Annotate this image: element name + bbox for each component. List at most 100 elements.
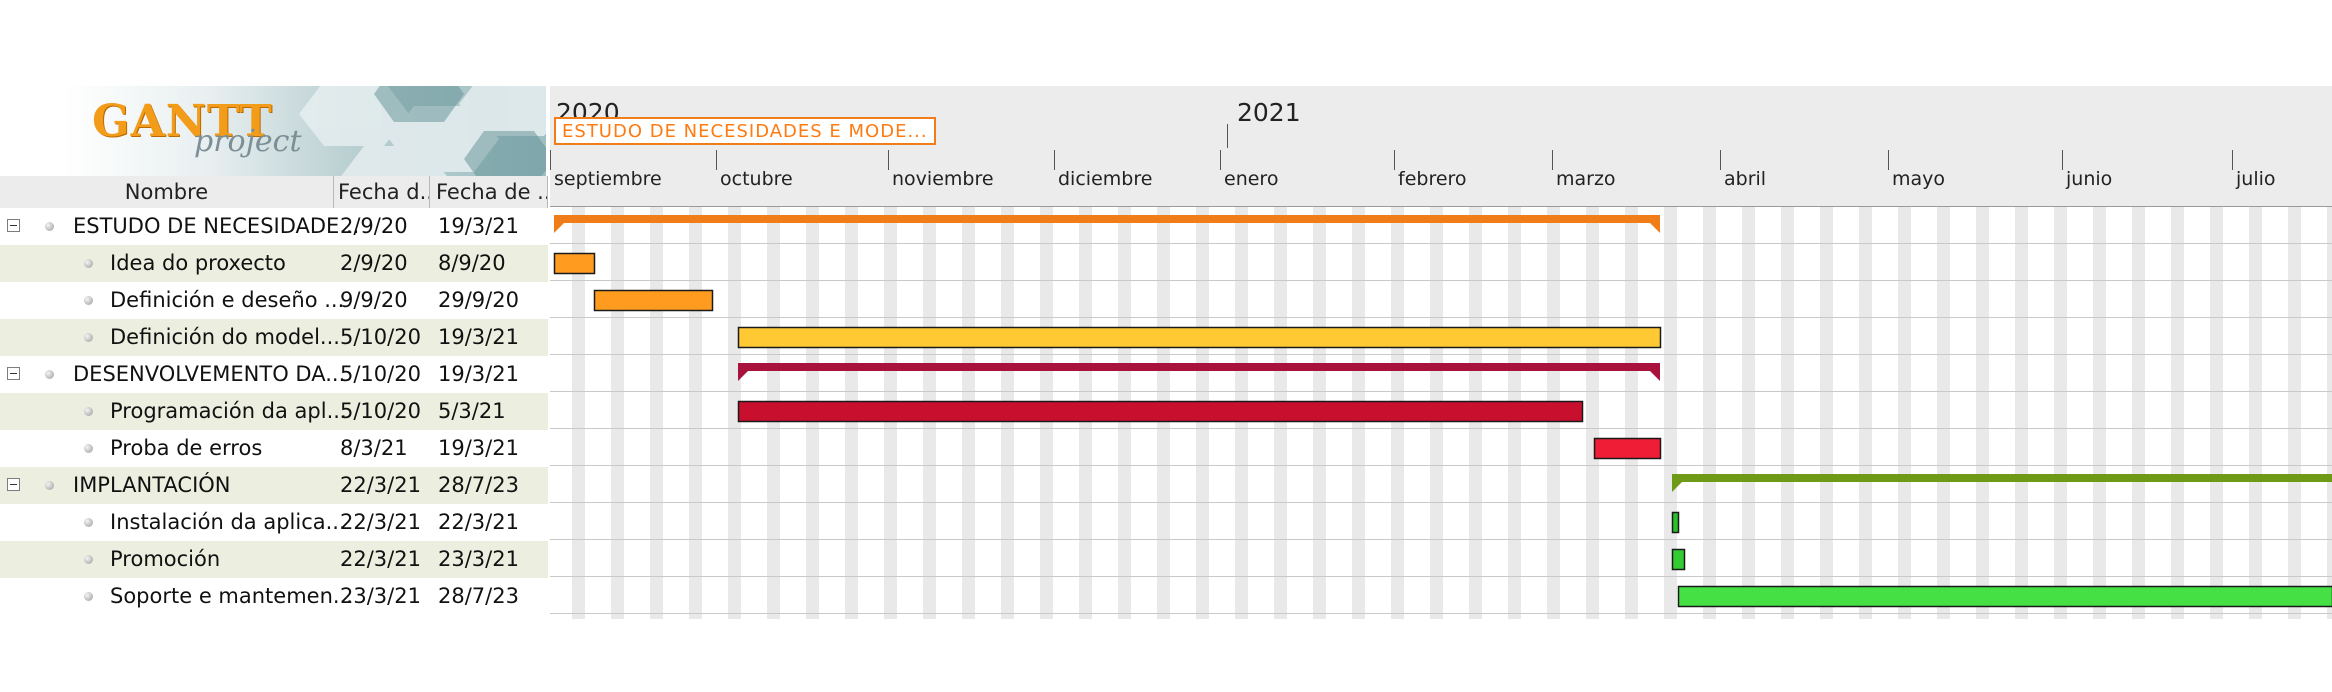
task-start-date: 22/3/21 [340, 547, 421, 571]
task-row[interactable]: ESTUDO DE NECESIDADE... 2/9/20 19/3/21 [0, 208, 548, 245]
month-tick [1888, 150, 1889, 170]
weekend-stripe [2288, 207, 2301, 619]
year-label-2021: 2021 [1237, 98, 1301, 127]
task-bar [553, 252, 596, 275]
task-name: Idea do proxecto [110, 251, 286, 275]
task-start-date: 5/10/20 [340, 362, 421, 386]
month-tick [1054, 150, 1055, 170]
month-label: marzo [1556, 168, 1616, 190]
logo-project-text: project [194, 124, 302, 159]
task-row[interactable]: IMPLANTACIÓN 22/3/21 28/7/23 [0, 467, 548, 504]
task-bullet-icon [84, 555, 93, 564]
collapse-toggle-icon[interactable] [7, 478, 20, 491]
timeline-month-header: septiembre octubre noviembre diciembre enero… [550, 148, 2332, 207]
task-end-date: 29/9/20 [438, 288, 519, 312]
summary-start-marker [738, 371, 748, 381]
task-end-date: 8/9/20 [438, 251, 506, 275]
task-end-date: 22/3/21 [438, 510, 519, 534]
month-label: diciembre [1058, 168, 1153, 190]
weekend-stripe [2015, 207, 2028, 619]
month-label: febrero [1398, 168, 1467, 190]
month-tick [1394, 150, 1395, 170]
month-tick [2062, 150, 2063, 170]
task-bar [1593, 437, 1662, 460]
task-bullet-icon [45, 222, 54, 231]
task-start-date: 2/9/20 [340, 251, 408, 275]
task-bar [1671, 548, 1686, 571]
task-start-date: 22/3/21 [340, 473, 421, 497]
month-label: abril [1724, 168, 1767, 190]
task-end-date: 28/7/23 [438, 584, 519, 608]
task-row[interactable]: DESENVOLVEMENTO DA... 5/10/20 19/3/21 [0, 356, 548, 393]
task-bar [593, 289, 714, 312]
task-bar [737, 400, 1584, 423]
task-start-date: 22/3/21 [340, 510, 421, 534]
month-tick [1552, 150, 1553, 170]
task-start-date: 9/9/20 [340, 288, 408, 312]
task-hover-label: ESTUDO DE NECESIDADES E MODE... [554, 117, 936, 145]
task-start-date: 5/10/20 [340, 325, 421, 349]
task-start-date: 8/3/21 [340, 436, 408, 460]
year-divider [1227, 124, 1228, 148]
task-row[interactable]: Instalación da aplica... 22/3/21 22/3/21 [0, 504, 548, 541]
weekend-stripe [1976, 207, 1989, 619]
summary-start-marker [1672, 482, 1682, 492]
month-tick [888, 150, 889, 170]
task-row[interactable]: Idea do proxecto 2/9/20 8/9/20 [0, 245, 548, 282]
gantt-chart-area[interactable] [550, 207, 2332, 619]
weekend-stripe [2132, 207, 2145, 619]
task-end-date: 23/3/21 [438, 547, 519, 571]
month-tick [716, 150, 717, 170]
ganttproject-logo: GANTT project [64, 86, 546, 176]
task-row[interactable]: Programación da apl... 5/10/20 5/3/21 [0, 393, 548, 430]
task-name: Programación da apl... [110, 399, 347, 423]
task-bullet-icon [45, 370, 54, 379]
task-bullet-icon [84, 407, 93, 416]
task-end-date: 19/3/21 [438, 214, 519, 238]
task-bullet-icon [84, 518, 93, 527]
month-label: mayo [1892, 168, 1946, 190]
task-bullet-icon [84, 444, 93, 453]
weekend-stripe [2249, 207, 2262, 619]
month-label: junio [2066, 168, 2113, 190]
task-bullet-icon [45, 481, 54, 490]
collapse-toggle-icon[interactable] [7, 219, 20, 232]
collapse-toggle-icon[interactable] [7, 367, 20, 380]
task-name: Soporte e mantemen... [110, 584, 353, 608]
task-name: Instalación da aplica... [110, 510, 346, 534]
task-row[interactable]: Proba de erros 8/3/21 19/3/21 [0, 430, 548, 467]
task-row[interactable]: Promoción 22/3/21 23/3/21 [0, 541, 548, 578]
weekend-stripe [1937, 207, 1950, 619]
weekend-stripe [1625, 207, 1638, 619]
weekend-stripe [1781, 207, 1794, 619]
month-tick [1220, 150, 1221, 170]
month-label: octubre [720, 168, 793, 190]
weekend-stripe [728, 207, 741, 619]
weekend-stripe [1742, 207, 1755, 619]
summary-end-marker [1650, 371, 1660, 381]
task-bullet-icon [84, 592, 93, 601]
summary-bar [554, 215, 1660, 223]
weekend-stripe [1703, 207, 1716, 619]
column-header-name[interactable]: Nombre [0, 176, 334, 208]
task-bar [1677, 585, 2332, 608]
task-row[interactable]: Definición e deseño ... 9/9/20 29/9/20 [0, 282, 548, 319]
task-bullet-icon [84, 296, 93, 305]
task-start-date: 23/3/21 [340, 584, 421, 608]
task-row[interactable]: Soporte e mantemen... 23/3/21 28/7/23 [0, 578, 548, 615]
month-tick [550, 150, 551, 170]
column-header-end[interactable]: Fecha de ... [430, 176, 548, 208]
summary-bar [1672, 474, 2332, 482]
month-label: enero [1224, 168, 1279, 190]
task-name: Definición e deseño ... [110, 288, 345, 312]
weekend-stripe [650, 207, 663, 619]
task-bar [737, 326, 1662, 349]
weekend-stripe [1859, 207, 1872, 619]
task-row[interactable]: Definición do model... 5/10/20 19/3/21 [0, 319, 548, 356]
weekend-stripe [1898, 207, 1911, 619]
column-header-start[interactable]: Fecha d... [334, 176, 430, 208]
weekend-stripe [2093, 207, 2106, 619]
task-table-header: Nombre Fecha d... Fecha de ... [0, 176, 548, 208]
month-label: julio [2236, 168, 2276, 190]
weekend-stripe [611, 207, 624, 619]
